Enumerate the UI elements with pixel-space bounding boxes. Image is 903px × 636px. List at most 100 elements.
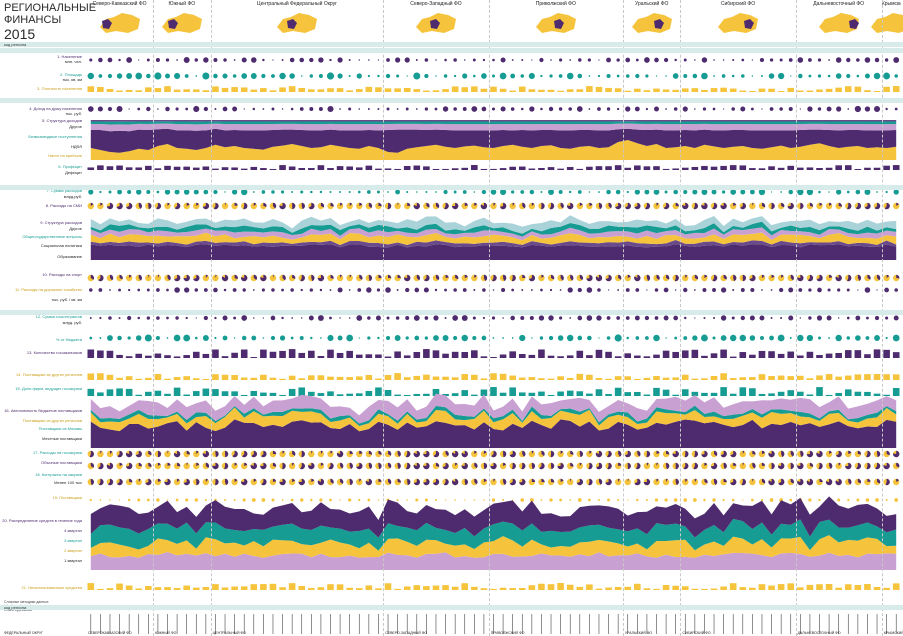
- customers-bar: [183, 355, 190, 358]
- population-dot: [348, 58, 351, 62]
- unused-bar: [135, 588, 143, 590]
- district-name: Южный ФО: [168, 1, 196, 7]
- contracts-pie: [778, 478, 785, 486]
- roads-dot: [876, 289, 878, 291]
- contracts-pie: [752, 478, 754, 482]
- population-dot: [817, 58, 822, 62]
- contracts-pie: [694, 478, 697, 482]
- district-name: Сибирский ФО: [720, 1, 756, 7]
- population-dot: [337, 57, 343, 63]
- roads-dot: [586, 287, 593, 293]
- expense-dot: [193, 189, 199, 195]
- customers-bar: [327, 349, 334, 358]
- contracts-pie: [202, 478, 210, 486]
- procurement-pie: [857, 450, 862, 455]
- income-dot: [471, 106, 478, 112]
- contracts-pie: [656, 478, 659, 482]
- contracts-pie: [768, 478, 775, 486]
- density-bar: [375, 87, 382, 92]
- deficit-bar: [806, 167, 814, 170]
- income-dot: [222, 106, 228, 112]
- sport-pie: [183, 274, 190, 282]
- contracts-pie: [741, 478, 746, 486]
- income-dot: [836, 106, 842, 112]
- customers-bar: [643, 356, 651, 358]
- unused-bar: [461, 583, 469, 590]
- deficit-bar: [547, 167, 555, 170]
- area-dot: [701, 72, 708, 80]
- region-name-mark: [493, 614, 494, 634]
- expense-structure-area: [90, 239, 897, 248]
- customers-bar: [566, 355, 574, 358]
- procurement-pie: [656, 450, 660, 454]
- firms-bar: [720, 387, 727, 396]
- deficit-bar: [231, 167, 238, 170]
- density-bar: [768, 88, 775, 92]
- contracts-share-dot: [117, 335, 122, 341]
- income-structure-area: [90, 120, 897, 122]
- income-dot: [386, 107, 390, 111]
- suppliers-dot: [818, 498, 821, 502]
- density-bar: [384, 88, 392, 92]
- density-bar: [173, 89, 181, 92]
- income-dot: [588, 108, 591, 110]
- contracts-dot: [770, 317, 773, 319]
- media-pie: [663, 202, 670, 210]
- income-dot: [348, 107, 352, 111]
- contracts-dot: [654, 316, 659, 320]
- contracts-pie: [423, 478, 430, 486]
- roads-dot: [423, 287, 429, 293]
- customers-bar: [231, 352, 238, 358]
- population-dot: [874, 57, 880, 63]
- media-pie: [829, 202, 832, 206]
- population-dot: [713, 59, 715, 61]
- sport-pie: [215, 274, 217, 278]
- density-bar: [758, 88, 766, 92]
- firms-bar: [87, 388, 95, 396]
- expense-dot: [568, 190, 572, 194]
- customers-bar: [279, 350, 286, 358]
- firms-bar: [240, 394, 248, 396]
- contracts-dot: [253, 317, 255, 319]
- population-dot: [415, 59, 418, 61]
- media-pie: [243, 202, 248, 210]
- contracts-pie: [225, 478, 229, 486]
- population-dot: [521, 59, 524, 61]
- suppliers-dot: [692, 498, 697, 502]
- area-dot: [413, 72, 421, 80]
- procurement-pie: [646, 450, 651, 458]
- deficit-bar: [116, 165, 123, 170]
- deficit-bar: [681, 167, 689, 170]
- deficit-bar: [864, 167, 871, 170]
- region-name-mark: [723, 614, 724, 634]
- media-pie: [838, 202, 842, 207]
- population-dot: [654, 57, 659, 63]
- media-pie: [413, 202, 420, 210]
- region-name-mark: [454, 614, 456, 634]
- contracts-share-dot: [299, 336, 304, 340]
- suppliers-dot: [166, 499, 169, 501]
- contracts-dot: [491, 316, 496, 320]
- sport-pie: [282, 274, 286, 281]
- density-bar: [269, 90, 277, 92]
- roads-dot: [683, 287, 688, 293]
- area-dot: [87, 72, 95, 80]
- contracts-dot: [317, 315, 324, 321]
- contracts-pie: [443, 478, 449, 486]
- population-dot: [559, 58, 563, 62]
- roads-dot: [453, 288, 457, 292]
- sport-pie: [157, 274, 160, 278]
- population-dot: [89, 58, 93, 62]
- media-pie: [634, 202, 641, 210]
- customers-bar: [509, 351, 516, 358]
- expense-dot: [855, 189, 861, 195]
- region-name-mark: [263, 614, 264, 634]
- contracts-dot: [780, 316, 783, 320]
- sport-pie: [511, 274, 516, 282]
- expense-dot: [644, 189, 650, 195]
- customers-bar: [375, 354, 382, 358]
- sport-pie: [424, 274, 430, 282]
- income-structure-area: [90, 123, 897, 132]
- procurement-pie-2: [98, 462, 104, 470]
- deficit-bar: [816, 168, 823, 170]
